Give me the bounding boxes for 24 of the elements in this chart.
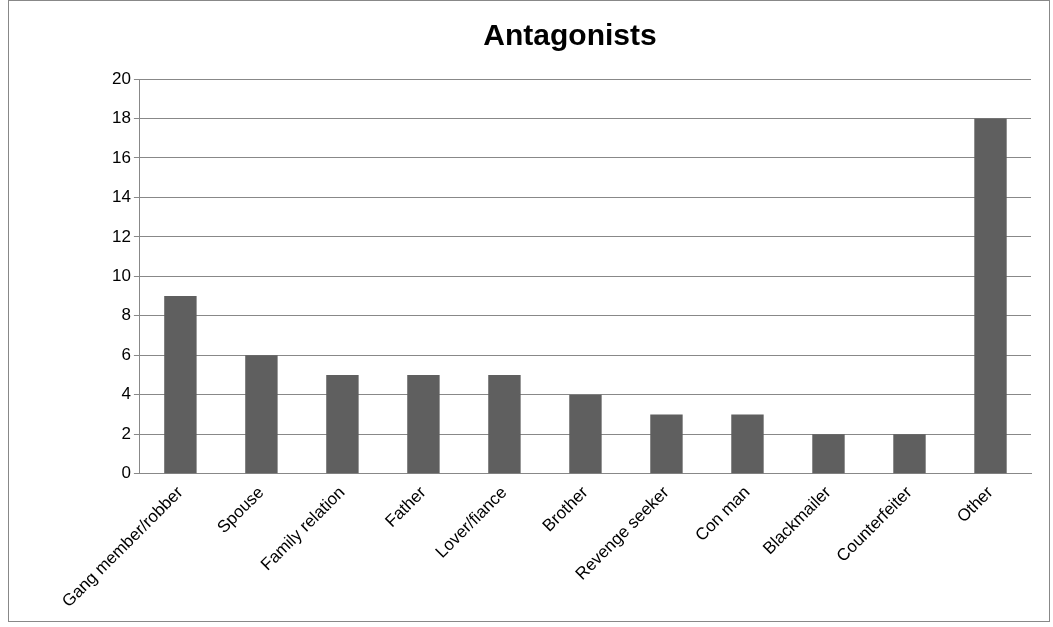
bar [812,434,845,474]
bar [245,355,278,474]
y-tick-label: 0 [121,463,131,483]
y-tick-label: 16 [111,147,131,167]
bar [164,296,197,474]
bar [650,414,683,474]
y-tick-label: 10 [111,266,131,286]
y-tick-label: 4 [121,384,131,404]
bar [893,434,926,474]
bar [731,414,764,474]
y-tick-label: 12 [111,226,131,246]
bar [974,118,1007,474]
y-tick-label: 8 [121,305,131,325]
y-tick-label: 2 [121,423,131,443]
x-tick-label: Con man [691,482,754,545]
bar [407,374,440,474]
chart-title: Antagonists [483,18,657,52]
bar [488,374,521,474]
y-tick-label: 6 [121,344,131,364]
y-tick-label: 20 [111,68,131,88]
y-tick-label: 18 [111,108,131,128]
y-tick-label: 14 [111,187,131,207]
bar [569,394,602,474]
bar [326,374,359,474]
